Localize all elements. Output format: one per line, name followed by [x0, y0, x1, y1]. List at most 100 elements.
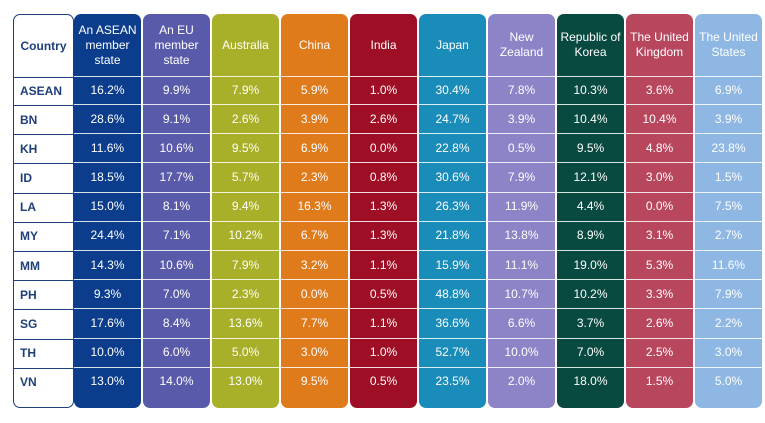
- row-label: KH: [20, 141, 38, 156]
- row-divider: [695, 191, 762, 193]
- value-cell: 7.8%: [507, 83, 536, 97]
- row-divider: [419, 133, 486, 135]
- value-cell: 2.7%: [714, 228, 743, 243]
- row-divider: [557, 308, 624, 310]
- data-column: The United Kingdom 3.6% 10.4% 4.8% 3.0% 0.0% 3…: [626, 14, 693, 408]
- row-divider: [143, 76, 210, 77]
- row-divider: [74, 308, 141, 310]
- row-divider: [557, 133, 624, 135]
- value-cell: 6.7%: [300, 228, 329, 243]
- row-divider: [74, 162, 141, 164]
- value-cell: 11.6%: [711, 257, 746, 272]
- row-divider: [74, 366, 141, 368]
- value-cell: 10.4%: [642, 111, 677, 126]
- value-cell: 10.0%: [504, 345, 539, 360]
- value-cell: 1.0%: [369, 345, 398, 360]
- row-divider: [626, 366, 693, 368]
- row-divider: [488, 279, 555, 281]
- row-divider: [14, 77, 73, 78]
- value-cell: 2.5%: [645, 345, 674, 360]
- corner-header: Country: [20, 38, 67, 53]
- value-cell: 3.0%: [300, 345, 329, 360]
- row-divider: [143, 133, 210, 135]
- row-divider: [74, 76, 141, 77]
- value-cell: 0.0%: [369, 140, 398, 155]
- value-cell: 9.5%: [576, 140, 605, 155]
- value-cell: 6.6%: [507, 315, 536, 330]
- row-divider: [626, 279, 693, 281]
- row-divider: [488, 366, 555, 368]
- row-divider: [488, 191, 555, 193]
- row-divider: [74, 191, 141, 193]
- row-divider: [695, 76, 762, 77]
- row-divider: [350, 220, 417, 222]
- row-divider: [74, 104, 141, 105]
- data-column: An EU member state 9.9% 9.1% 10.6% 17.7% 8.1%…: [143, 14, 210, 408]
- value-cell: 2.3%: [231, 286, 260, 301]
- row-divider: [626, 337, 693, 339]
- value-cell: 10.7%: [504, 286, 539, 301]
- value-cell: 18.0%: [573, 374, 608, 389]
- value-cell: 5.3%: [645, 257, 674, 272]
- row-divider: [626, 133, 693, 135]
- row-divider: [419, 308, 486, 310]
- row-divider: [557, 220, 624, 222]
- value-cell: 7.1%: [162, 228, 191, 243]
- row-divider: [212, 308, 279, 310]
- value-cell: 19.0%: [573, 257, 608, 272]
- value-cell: 3.6%: [645, 83, 674, 97]
- value-cell: 1.1%: [369, 257, 398, 272]
- row-label: MM: [20, 258, 40, 273]
- row-label: ASEAN: [20, 84, 63, 98]
- value-cell: 10.3%: [573, 83, 608, 97]
- row-divider: [695, 162, 762, 164]
- row-divider: [488, 76, 555, 77]
- row-divider: [281, 337, 348, 339]
- row-divider: [626, 162, 693, 164]
- row-divider: [281, 133, 348, 135]
- value-cell: 3.7%: [576, 315, 605, 330]
- value-cell: 2.3%: [300, 169, 329, 184]
- data-column: Australia 7.9% 2.6% 9.5% 5.7% 9.4% 10.2% 7.9% 2.…: [212, 14, 279, 408]
- row-divider: [281, 366, 348, 368]
- row-divider: [695, 220, 762, 222]
- value-cell: 18.5%: [90, 169, 125, 184]
- value-cell: 3.9%: [507, 111, 536, 126]
- row-divider: [74, 220, 141, 222]
- row-divider: [143, 337, 210, 339]
- column-header: New Zealand: [499, 30, 544, 59]
- row-divider: [419, 220, 486, 222]
- row-divider: [74, 250, 141, 251]
- column-header: The United States: [699, 30, 758, 59]
- row-divider: [14, 251, 73, 252]
- row-divider: [488, 133, 555, 135]
- value-cell: 6.9%: [300, 140, 329, 155]
- row-divider: [350, 76, 417, 77]
- row-divider: [14, 309, 73, 311]
- row-divider: [212, 133, 279, 135]
- value-cell: 1.5%: [714, 169, 743, 184]
- row-divider: [14, 134, 73, 136]
- value-cell: 5.0%: [231, 345, 260, 360]
- row-label: TH: [20, 346, 36, 361]
- row-divider: [212, 279, 279, 281]
- row-divider: [350, 337, 417, 339]
- row-divider: [143, 250, 210, 251]
- value-cell: 10.6%: [159, 140, 194, 155]
- data-column: An ASEAN member state 16.2% 28.6% 11.6% 18.5…: [74, 14, 141, 408]
- row-divider: [419, 279, 486, 281]
- value-cell: 10.6%: [159, 257, 194, 272]
- value-cell: 1.3%: [369, 228, 398, 243]
- row-divider: [626, 191, 693, 193]
- value-cell: 3.1%: [645, 228, 674, 243]
- row-label: ID: [20, 170, 32, 185]
- row-divider: [557, 250, 624, 251]
- row-divider: [488, 308, 555, 310]
- row-label: MY: [20, 229, 38, 244]
- value-cell: 13.0%: [90, 374, 125, 389]
- value-cell: 9.4%: [231, 199, 260, 214]
- row-divider: [350, 250, 417, 251]
- value-cell: 0.5%: [369, 374, 398, 389]
- data-column: Republic of Korea 10.3% 10.4% 9.5% 12.1% 4.4%…: [557, 14, 624, 408]
- column-header: India: [370, 37, 397, 52]
